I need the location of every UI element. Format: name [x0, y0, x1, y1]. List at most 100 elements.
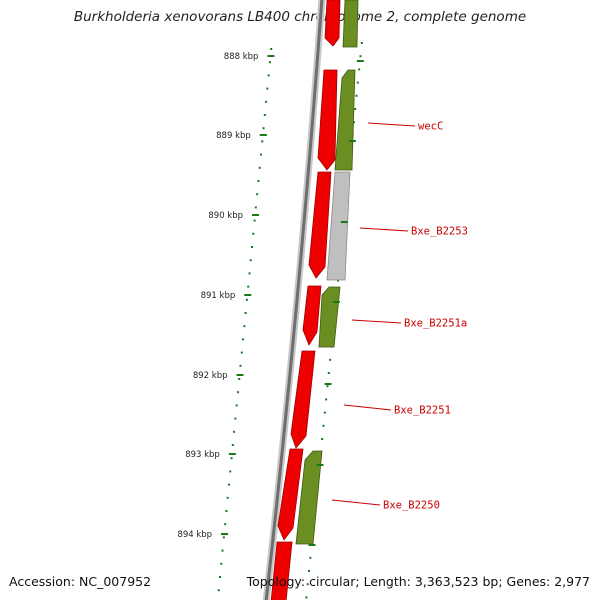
scale-ticks: 888 kbp 889 kbp 890 kbp 891 kbp 892 kbp 893 k… [177, 52, 364, 546]
outer-scale-dot [323, 411, 326, 414]
scale-dot [267, 74, 270, 77]
reverse-strand-genes [295, 0, 359, 545]
scale-tick-label: 894 kbp [177, 530, 212, 540]
scale-dot [227, 483, 230, 486]
outer-scale-dot [337, 279, 340, 282]
scale-tick-mark [228, 453, 236, 455]
scale-dot [258, 166, 261, 169]
forward-gene-6[interactable] [277, 448, 304, 541]
reverse-gene-bxe-b2251a[interactable] [318, 286, 341, 348]
outer-scale-dot [325, 398, 328, 401]
forward-gene-7[interactable] [270, 541, 293, 600]
outer-scale-dot [329, 358, 332, 361]
outer-scale-dot [360, 42, 363, 44]
scale-dot [256, 193, 259, 196]
scale-dot [222, 536, 225, 539]
outer-scale-dot [327, 372, 330, 374]
outer-scale-dot [321, 438, 324, 440]
scale-dot [265, 100, 268, 103]
outer-scale-dot [309, 556, 312, 559]
scale-tick-mark [236, 374, 244, 376]
gene-label[interactable]: wecC [418, 121, 443, 133]
scale-tick-mark [221, 533, 229, 535]
outer-scale-tick [308, 544, 316, 546]
outer-scale-dot [306, 583, 309, 586]
scale-dot [240, 351, 243, 354]
scale-tick-label: 889 kbp [216, 131, 251, 141]
forward-strand-genes [270, 0, 341, 600]
gene-label[interactable]: Bxe_B2251a [404, 318, 467, 330]
scale-dot [249, 259, 252, 262]
scale-dot [243, 325, 246, 328]
reverse-gene-bxe-b2253[interactable] [326, 171, 351, 281]
scale-dot [261, 140, 264, 143]
forward-gene-4[interactable] [302, 285, 322, 346]
outer-scale-tick [340, 221, 348, 223]
scale-tick-label: 892 kbp [193, 371, 228, 381]
gene-leader-line [343, 404, 392, 411]
outer-scale-tick [324, 383, 332, 385]
scale-dot [230, 457, 233, 460]
accession-text: Accession: NC_007952 [9, 574, 152, 589]
scale-dot [224, 523, 227, 526]
forward-gene-2[interactable] [317, 69, 338, 171]
scale-dot [253, 219, 256, 222]
scale-tick-mark [244, 294, 252, 296]
outer-scale-dot [355, 94, 358, 97]
outer-scale-dot [359, 55, 362, 58]
outer-scale-dot [354, 108, 357, 110]
outer-scale-tick [332, 301, 340, 303]
scale-dot [221, 549, 224, 552]
outer-scale-dot [308, 570, 310, 572]
gene-label[interactable]: Bxe_B2253 [411, 226, 468, 238]
scale-dot [225, 510, 228, 512]
gene-labels: wecC Bxe_B2253 Bxe_B2251a Bxe_B2251 Bxe_B225… [331, 121, 468, 512]
forward-gene-1[interactable] [324, 0, 341, 47]
outer-scale-dot [358, 68, 361, 71]
scale-tick-mark [252, 214, 260, 216]
scale-dot [257, 180, 260, 182]
inner-scale-dots [217, 48, 273, 592]
scale-dot [235, 404, 238, 407]
scale-dot [220, 562, 223, 565]
scale-dot [248, 272, 251, 275]
reverse-gene-1[interactable] [342, 0, 359, 48]
outer-scale-tick [316, 464, 324, 466]
scale-tick-label: 893 kbp [185, 450, 220, 460]
scale-dot [259, 153, 262, 156]
outer-scale-tick [348, 140, 356, 142]
forward-gene-3[interactable] [308, 171, 332, 279]
gene-label[interactable]: Bxe_B2251 [394, 405, 451, 417]
scale-tick-mark [267, 55, 275, 57]
scale-dot [251, 246, 254, 248]
scale-tick-label: 891 kbp [201, 291, 236, 301]
outer-scale-dot [356, 81, 359, 84]
scale-dot [266, 87, 269, 90]
scale-dot [247, 285, 250, 288]
scale-dot [226, 496, 229, 499]
scale-dot [254, 206, 257, 209]
outer-scale-dot [305, 596, 308, 599]
reverse-gene-bxe-b2250[interactable] [295, 450, 323, 545]
scale-dot [242, 338, 245, 341]
scale-dot [236, 391, 239, 394]
outer-scale-dot [352, 121, 355, 124]
gene-leader-line [359, 227, 409, 232]
scale-dot [245, 298, 248, 301]
scale-dot [270, 48, 273, 50]
scale-dot [239, 364, 242, 367]
reverse-gene-wecC[interactable] [334, 69, 356, 171]
scale-tick-label: 890 kbp [208, 211, 243, 221]
scale-dot [229, 470, 232, 473]
scale-dot [234, 417, 237, 420]
backbone-line-core [264, 0, 324, 600]
scale-dot [219, 576, 222, 578]
scale-dot [244, 312, 247, 314]
gene-label[interactable]: Bxe_B2250 [383, 500, 440, 512]
scale-tick-label: 888 kbp [224, 52, 259, 62]
topology-text: Topology: circular; Length: 3,363,523 bp… [246, 574, 590, 589]
scale-dot [233, 430, 236, 433]
scale-dot [263, 114, 266, 116]
scale-dot [217, 589, 220, 592]
forward-gene-5[interactable] [290, 350, 316, 449]
